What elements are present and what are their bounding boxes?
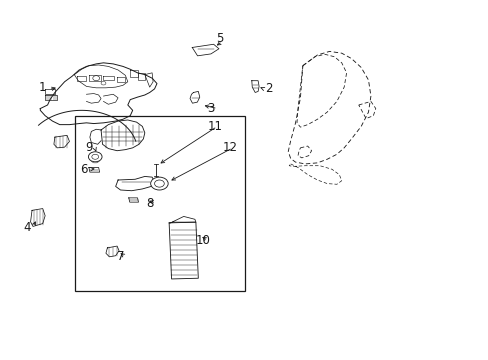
Text: 4: 4	[23, 221, 31, 234]
Text: 6: 6	[80, 163, 88, 176]
Text: 12: 12	[222, 141, 237, 154]
Text: 10: 10	[195, 234, 210, 247]
Text: 7: 7	[117, 250, 124, 263]
Text: 9: 9	[85, 141, 92, 154]
Text: 11: 11	[207, 120, 223, 133]
Circle shape	[150, 177, 168, 190]
Bar	[75, 116, 245, 292]
Circle shape	[88, 152, 102, 162]
Text: 8: 8	[146, 197, 153, 210]
Text: 1: 1	[39, 81, 46, 94]
Text: 3: 3	[206, 102, 214, 115]
Text: 2: 2	[264, 82, 272, 95]
Text: 5: 5	[216, 32, 224, 45]
